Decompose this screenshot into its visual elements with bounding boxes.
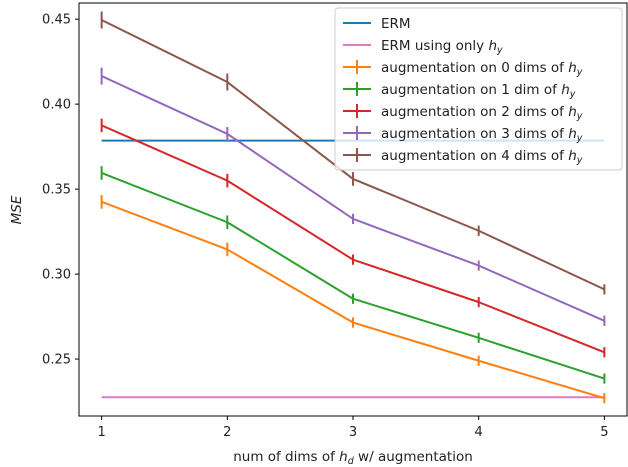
legend-item: ERM [343, 16, 411, 32]
x-tick-label: 2 [223, 425, 231, 440]
series-layer [100, 11, 606, 404]
legend: ERM ERM using only hy augmentation on 0 di… [334, 7, 623, 171]
legend-label: augmentation on 2 dims of hy [381, 104, 583, 122]
legend-item: augmentation on 4 dims of hy [343, 148, 583, 166]
x-axis: 1 2 3 4 5 [97, 416, 609, 440]
x-tick-label: 4 [475, 425, 483, 440]
series-5 [100, 67, 606, 326]
x-axis-title: num of dims of hd w/ augmentation [233, 449, 473, 467]
legend-label: augmentation on 0 dims of hy [381, 60, 583, 78]
legend-box [334, 7, 623, 171]
legend-label: augmentation on 3 dims of hy [381, 126, 583, 144]
legend-item: augmentation on 3 dims of hy [343, 126, 583, 144]
x-tick-label: 1 [97, 425, 105, 440]
legend-item: ERM using only hy [343, 38, 503, 56]
y-tick-label: 0.40 [42, 98, 71, 113]
y-axis-title: MSE [9, 195, 25, 224]
series-6 [100, 11, 606, 295]
legend-item: augmentation on 2 dims of hy [343, 104, 583, 122]
series-4 [100, 118, 606, 358]
series-3 [100, 166, 606, 384]
series-2 [100, 195, 606, 404]
y-tick-label: 0.45 [42, 13, 71, 28]
y-tick-label: 0.25 [42, 353, 71, 368]
y-tick-label: 0.35 [42, 183, 71, 198]
legend-label: augmentation on 4 dims of hy [381, 148, 583, 166]
x-tick-label: 5 [600, 425, 608, 440]
legend-label: augmentation on 1 dim of hy [381, 82, 576, 100]
y-axis: 0.25 0.30 0.35 0.40 0.45 [42, 13, 79, 368]
x-tick-label: 3 [349, 425, 357, 440]
legend-label: ERM [381, 16, 411, 32]
legend-label: ERM using only hy [381, 38, 503, 56]
legend-item: augmentation on 1 dim of hy [343, 82, 576, 100]
legend-item: augmentation on 0 dims of hy [343, 60, 583, 78]
y-tick-label: 0.30 [42, 268, 71, 283]
